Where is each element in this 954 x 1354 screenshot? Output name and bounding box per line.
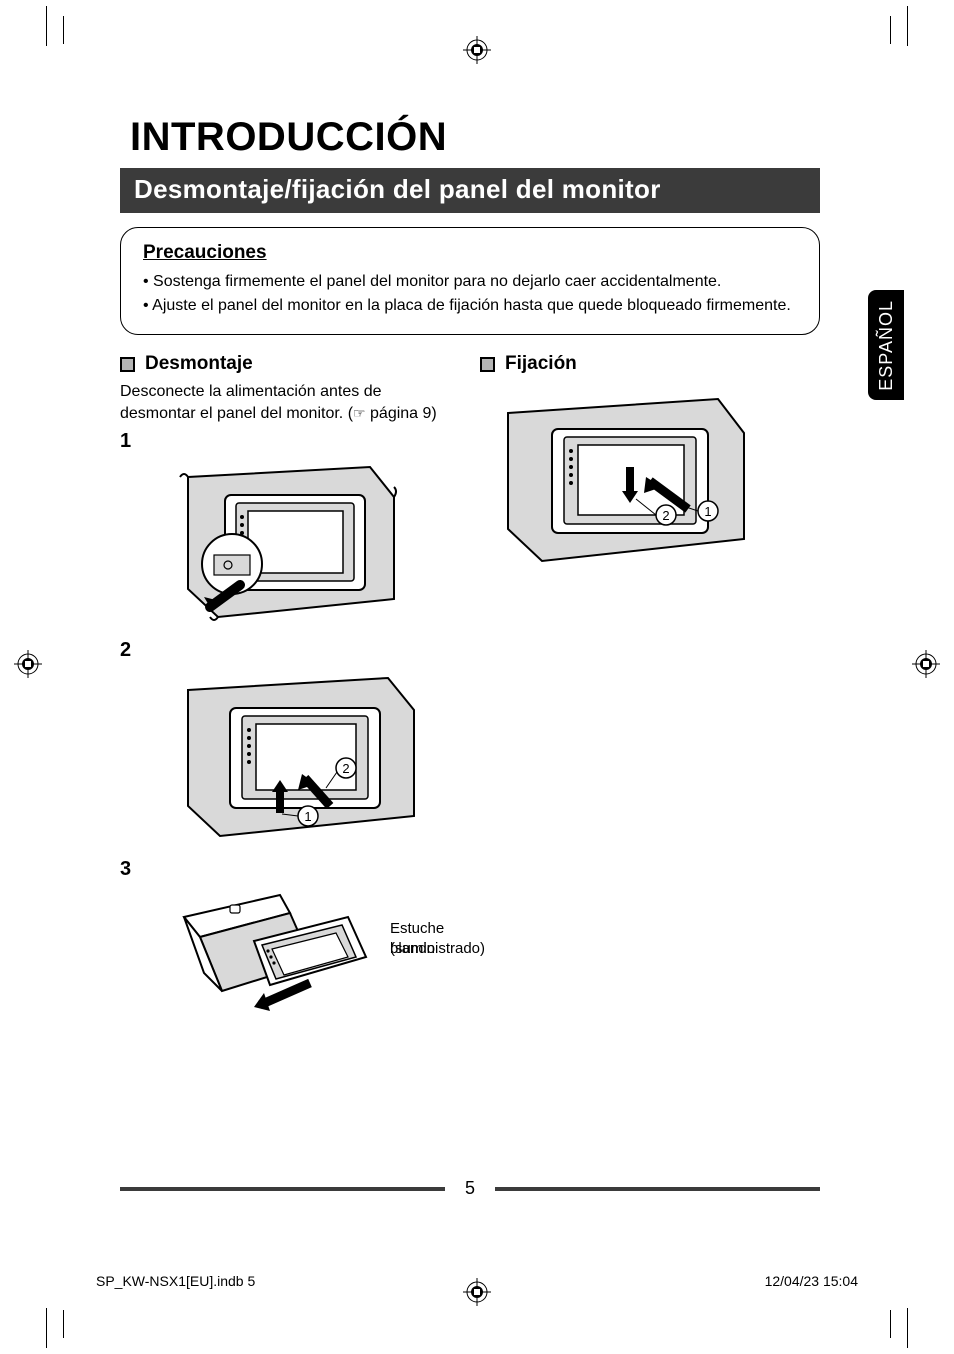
step-number: 1 (120, 430, 460, 453)
illustration-fijacion: 1 2 (490, 389, 820, 574)
precautions-box: Precauciones Sostenga firmemente el pane… (120, 227, 820, 335)
print-footer: SP_KW-NSX1[EU].indb 5 12/04/23 15:04 (96, 1273, 858, 1289)
subheading-desmontaje: Desmontaje (120, 353, 460, 375)
language-tab: ESPAÑOL (868, 290, 904, 400)
square-bullet-icon (480, 357, 495, 372)
intro-paragraph: Desconecte la alimentación antes de desm… (120, 381, 460, 424)
page-number: 5 (459, 1178, 481, 1199)
registration-mark-right (912, 650, 940, 678)
main-title: INTRODUCCIÓN (130, 115, 820, 160)
pointer-icon: ☞ (353, 405, 366, 421)
illustration-step1 (170, 459, 460, 629)
subheading-label: Desmontaje (145, 353, 253, 375)
left-column: Desmontaje Desconecte la alimentación an… (120, 353, 460, 1062)
precaution-item: Sostenga firmemente el panel del monitor… (143, 270, 797, 294)
illustration-step2: 1 2 (170, 668, 460, 848)
footer-bar-right (495, 1187, 820, 1191)
step-number: 2 (120, 639, 460, 662)
language-tab-label: ESPAÑOL (876, 300, 897, 391)
footer-rule: 5 (120, 1178, 820, 1199)
svg-text:2: 2 (662, 508, 669, 523)
step-number: 3 (120, 858, 460, 881)
caption-line2: (suministrado) (390, 939, 485, 959)
footer-timestamp: 12/04/23 15:04 (765, 1273, 858, 1289)
svg-text:1: 1 (704, 504, 711, 519)
section-bar: Desmontaje/fijación del panel del monito… (120, 168, 820, 213)
registration-mark-left (14, 650, 42, 678)
footer-filename: SP_KW-NSX1[EU].indb 5 (96, 1273, 255, 1289)
footer-bar-left (120, 1187, 445, 1191)
subheading-fijacion: Fijación (480, 353, 820, 375)
registration-mark-top (463, 36, 491, 64)
precautions-title: Precauciones (143, 242, 797, 264)
precautions-list: Sostenga firmemente el panel del monitor… (143, 270, 797, 318)
precaution-item: Ajuste el panel del monitor en la placa … (143, 294, 797, 318)
svg-text:2: 2 (342, 761, 349, 776)
square-bullet-icon (120, 357, 135, 372)
svg-text:1: 1 (304, 809, 311, 824)
subheading-label: Fijación (505, 353, 577, 375)
page-content: INTRODUCCIÓN Desmontaje/fijación del pan… (120, 115, 820, 1062)
illustration-step3: Estuche blando (suministrado) (170, 887, 460, 1052)
right-column: Fijación (480, 353, 820, 1062)
